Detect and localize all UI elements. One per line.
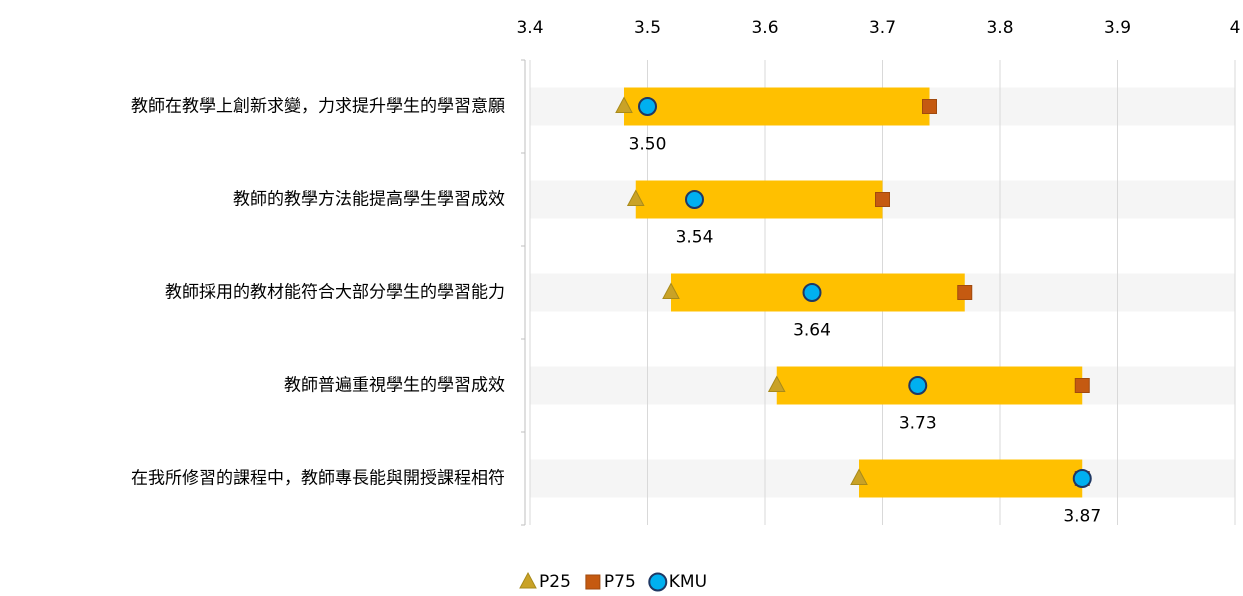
legend-marker [648,572,668,592]
legend-label: KMU [669,572,707,592]
category-label: 在我所修習的課程中，教師專長能與開授課程相符 [131,469,505,489]
category-label: 教師在教學上創新求變，力求提升學生的學習意願 [131,97,505,117]
legend-marker [519,571,537,589]
range-bar [635,180,883,219]
p25-marker [662,282,680,299]
legend-label: P25 [539,572,571,592]
category-label: 教師的教學方法能提高學生學習成效 [233,190,505,210]
x-tick-label: 3.6 [751,18,778,38]
data-label: 3.87 [1063,507,1101,527]
data-label: 3.54 [676,228,714,248]
x-tick-label: 3.9 [1104,18,1131,38]
x-tick-label: 3.4 [516,18,543,38]
range-bar [776,366,1083,405]
p75-marker [1074,378,1090,393]
kmu-marker [908,376,928,395]
p75-marker [922,99,937,114]
x-tick-label: 3.5 [634,18,661,38]
kmu-marker [1072,469,1092,488]
range-bar [624,87,930,126]
category-label: 教師普遍重視學生的學習成效 [284,376,505,396]
data-label: 3.73 [899,414,937,434]
kmu-marker [685,190,704,209]
kmu-marker [802,283,822,302]
x-tick-label: 3.7 [869,18,896,38]
range-bar [859,459,1083,498]
p75-marker [957,285,973,300]
data-label: 3.64 [793,321,831,341]
p25-marker [615,96,633,113]
p25-marker [767,375,786,392]
x-tick-label: 3.8 [986,18,1013,38]
legend-marker [585,574,601,590]
data-label: 3.50 [629,135,667,155]
p25-marker [850,468,868,485]
kmu-marker [638,97,657,116]
p25-marker [626,189,645,206]
legend-label: P75 [604,572,636,592]
x-tick-label: 4 [1230,18,1241,38]
category-label: 教師採用的教材能符合大部分學生的學習能力 [165,283,505,303]
p75-marker [875,192,890,207]
